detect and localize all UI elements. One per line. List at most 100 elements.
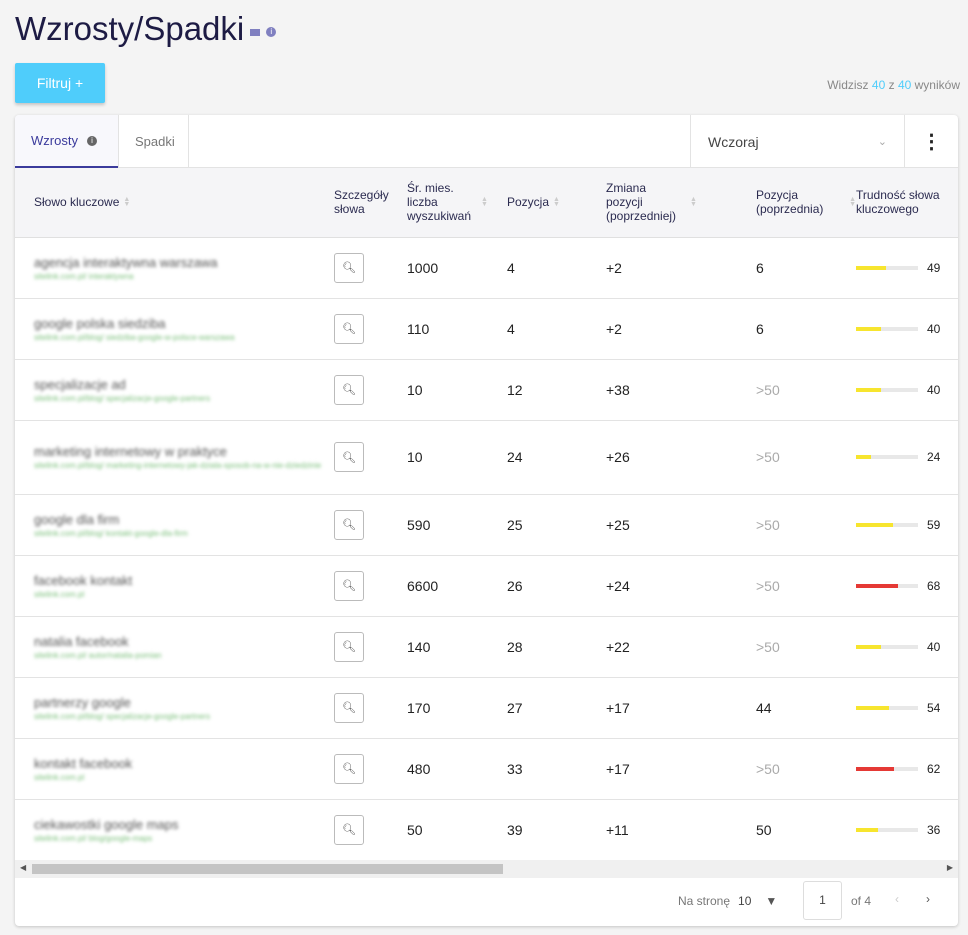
position: 25 (507, 494, 606, 556)
chevron-down-icon: ⌄ (877, 136, 887, 148)
scroll-right-icon[interactable]: ▶ (946, 863, 953, 872)
period-select[interactable]: Wczoraj ⌄ (690, 115, 905, 168)
sort-icon[interactable]: ▲ ▼ (849, 196, 856, 209)
keyword[interactable]: natalia facebook sitelink.com.pl/ autor/n… (34, 634, 334, 660)
column-header-label: Śr. mies. liczba wyszukiwań (407, 181, 472, 224)
keyword[interactable]: google dla firm sitelink.com.pl/blog/ kon… (34, 512, 334, 538)
keyword-difficulty: 62 (856, 762, 958, 776)
scroll-left-icon[interactable]: ◀ (20, 863, 27, 872)
previous-position: >50 (756, 359, 856, 421)
more-options-icon[interactable]: ⋮ (921, 131, 942, 153)
position: 4 (507, 237, 606, 299)
page-total: of 4 (851, 894, 872, 908)
filter-button[interactable]: Filtruj + (15, 63, 105, 103)
keyword[interactable]: ciekawostki google maps sitelink.com.pl/ … (34, 817, 334, 843)
keyword[interactable]: specjalizacje ad sitelink.com.pl/blog/ sp… (34, 377, 334, 403)
tab-wzrosty[interactable]: Wzrosty i (15, 115, 118, 168)
previous-position: >50 (756, 420, 856, 495)
keyword[interactable]: partnerzy google sitelink.com.pl/blog/ sp… (34, 695, 334, 721)
position: 28 (507, 616, 606, 678)
keyword-details-button[interactable]: 🔍︎ (334, 509, 364, 540)
keyword-url: sitelink.com.pl (34, 589, 85, 599)
position: 39 (507, 799, 606, 861)
search-icon: 🔍︎ (342, 824, 356, 836)
per-page-select[interactable]: Na stronę 10 ▼ (678, 894, 778, 908)
sort-icon[interactable]: ▲ ▼ (553, 196, 560, 209)
keyword[interactable]: kontakt facebook sitelink.com.pl (34, 756, 334, 782)
table-row: google polska siedziba sitelink.com.pl/bl… (15, 298, 958, 360)
difficulty-bar (856, 766, 918, 771)
keyword-url: sitelink.com.pl/blog/ marketing-internet… (34, 461, 322, 470)
table-row: kontakt facebook sitelink.com.pl 🔍︎ 480 3… (15, 738, 958, 800)
keyword-details-button[interactable]: 🔍︎ (334, 374, 364, 405)
tabs: Wzrosty i Spadki Wczoraj ⌄ ⋮ (15, 115, 958, 168)
position-change: +2 (606, 298, 756, 360)
column-header[interactable]: Śr. mies. liczba wyszukiwań ▲ ▼ (407, 168, 507, 238)
position-change: +2 (606, 237, 756, 299)
position-change: +38 (606, 359, 756, 421)
avg-searches: 170 (407, 677, 507, 739)
sort-icon[interactable]: ▲ ▼ (123, 196, 131, 209)
previous-position: 50 (756, 799, 856, 861)
column-header-label: Pozycja (poprzednia) (756, 188, 824, 217)
table-row: natalia facebook sitelink.com.pl/ autor/n… (15, 616, 958, 678)
column-header[interactable]: Zmiana pozycji (poprzedniej) ▲ ▼ (606, 168, 756, 238)
keyword-details-button[interactable]: 🔍︎ (334, 814, 364, 845)
previous-position: >50 (756, 738, 856, 800)
difficulty-bar (856, 583, 918, 588)
keyword-url: sitelink.com.pl/ autor/natalia-pomian (34, 650, 162, 660)
sort-icon[interactable]: ▲ ▼ (690, 196, 697, 209)
tab-spadki[interactable]: Spadki (118, 115, 189, 168)
position-change: +26 (606, 420, 756, 495)
prev-page-icon[interactable]: ‹ (895, 892, 899, 906)
keyword-details-button[interactable]: 🔍︎ (334, 631, 364, 662)
search-icon: 🔍︎ (342, 641, 356, 653)
keyword-difficulty: 49 (856, 261, 958, 275)
scrollbar-thumb[interactable] (32, 864, 503, 874)
keyword-details-button[interactable]: 🔍︎ (334, 442, 364, 472)
keyword[interactable]: google polska siedziba sitelink.com.pl/bl… (34, 316, 334, 342)
column-header[interactable]: Słowo kluczowe ▲ ▼ (15, 168, 334, 238)
sort-icon[interactable]: ▲ ▼ (481, 196, 488, 209)
page-title-text: Wzrosty/Spadki (15, 10, 245, 47)
keyword-details-button[interactable]: 🔍︎ (334, 570, 364, 601)
info-icon[interactable]: i (86, 135, 97, 146)
keyword-details-button[interactable]: 🔍︎ (334, 252, 364, 283)
keyword[interactable]: marketing internetowy w praktyce sitelink… (34, 444, 334, 470)
video-icon[interactable] (250, 28, 261, 36)
position: 12 (507, 359, 606, 421)
table-row: partnerzy google sitelink.com.pl/blog/ sp… (15, 677, 958, 739)
position: 26 (507, 555, 606, 617)
keyword[interactable]: agencja interaktywna warszawa sitelink.co… (34, 255, 334, 281)
keyword-difficulty: 24 (856, 450, 958, 464)
position: 33 (507, 738, 606, 800)
horizontal-scrollbar[interactable]: ◀ ▶ (15, 860, 958, 878)
column-header[interactable]: Trudność słowa kluczowego (856, 168, 958, 238)
column-header[interactable]: Szczegóły słowa (334, 168, 407, 238)
previous-position: 6 (756, 298, 856, 360)
avg-searches: 1000 (407, 237, 507, 299)
page-input[interactable]: 1 (803, 881, 842, 920)
keyword-details-button[interactable]: 🔍︎ (334, 313, 364, 344)
position-change: +22 (606, 616, 756, 678)
info-icon[interactable]: i (266, 27, 277, 37)
table-row: google dla firm sitelink.com.pl/blog/ kon… (15, 494, 958, 556)
keyword-details-button[interactable]: 🔍︎ (334, 692, 364, 723)
search-icon: 🔍︎ (342, 580, 356, 592)
column-header[interactable]: Pozycja ▲ ▼ (507, 168, 606, 238)
keyword-difficulty: 54 (856, 701, 958, 715)
keyword-difficulty: 40 (856, 322, 958, 336)
keyword-url: sitelink.com.pl/ interaktywna (34, 271, 134, 281)
column-header[interactable]: Pozycja (poprzednia) ▲ ▼ (756, 168, 856, 238)
keyword-difficulty: 68 (856, 579, 958, 593)
difficulty-bar (856, 265, 918, 270)
keyword[interactable]: facebook kontakt sitelink.com.pl (34, 573, 334, 599)
avg-searches: 140 (407, 616, 507, 678)
keyword-url: sitelink.com.pl (34, 772, 85, 782)
search-icon: 🔍︎ (342, 451, 356, 464)
previous-position: >50 (756, 494, 856, 556)
keywords-table: Słowo kluczowe ▲ ▼ Szczegóły słowa Śr. mies.… (15, 168, 958, 861)
position-change: +17 (606, 677, 756, 739)
keyword-details-button[interactable]: 🔍︎ (334, 753, 364, 784)
next-page-icon[interactable]: › (926, 892, 930, 906)
